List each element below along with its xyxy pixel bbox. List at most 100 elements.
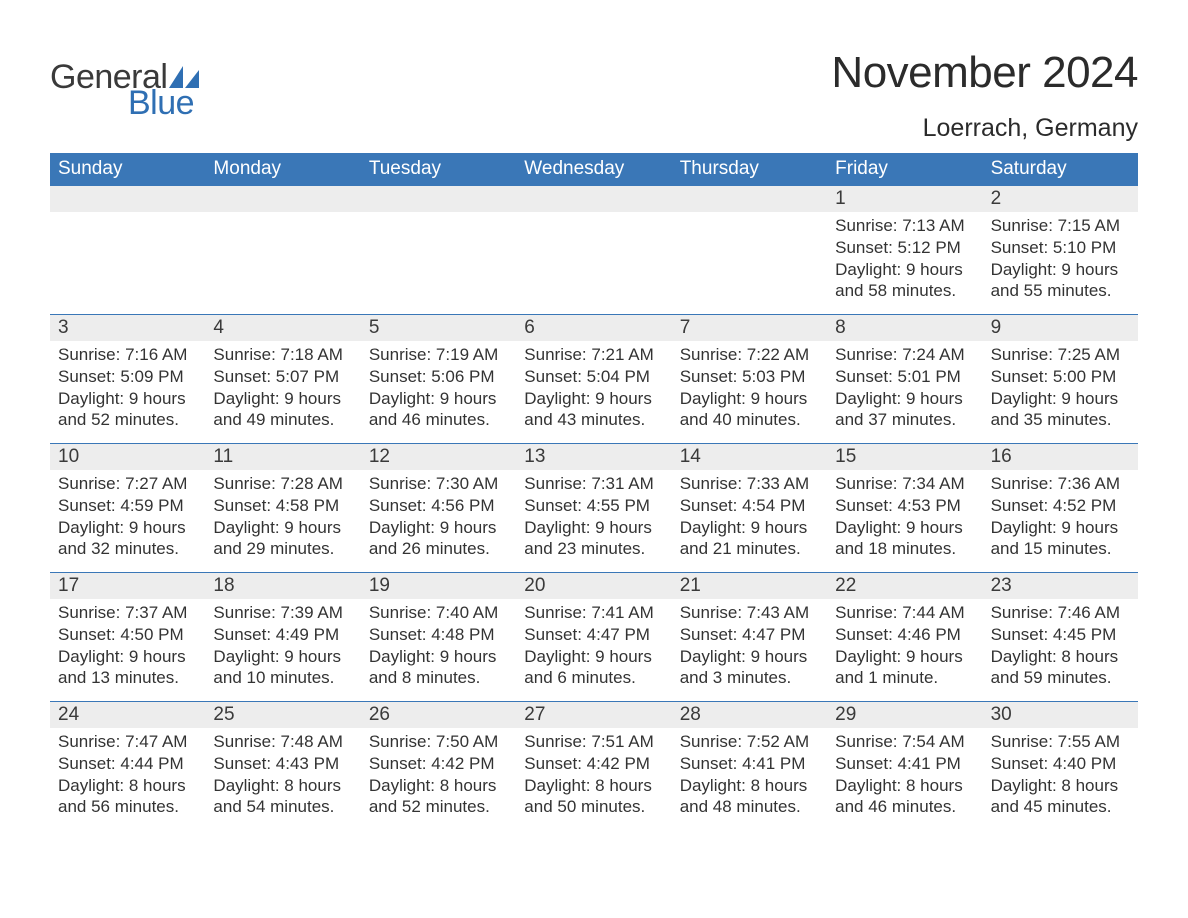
daylight-text: Daylight: 9 hours and 15 minutes.: [991, 517, 1130, 561]
sunset-text: Sunset: 4:41 PM: [835, 753, 974, 775]
sunrise-text: Sunrise: 7:47 AM: [58, 731, 197, 753]
day-of-week-header: Sunday Monday Tuesday Wednesday Thursday…: [50, 153, 1138, 186]
day-details: Sunrise: 7:34 AMSunset: 4:53 PMDaylight:…: [835, 473, 974, 560]
calendar-day: 15Sunrise: 7:34 AMSunset: 4:53 PMDayligh…: [827, 444, 982, 572]
sunset-text: Sunset: 4:43 PM: [213, 753, 352, 775]
daylight-text: Daylight: 9 hours and 6 minutes.: [524, 646, 663, 690]
day-number: 14: [672, 444, 827, 470]
day-number: 26: [361, 702, 516, 728]
sunset-text: Sunset: 4:56 PM: [369, 495, 508, 517]
calendar-week: 24Sunrise: 7:47 AMSunset: 4:44 PMDayligh…: [50, 701, 1138, 830]
day-number: [516, 186, 671, 212]
calendar-day: 6 Sunrise: 7:21 AMSunset: 5:04 PMDaylight…: [516, 315, 671, 443]
daylight-text: Daylight: 8 hours and 59 minutes.: [991, 646, 1130, 690]
day-number: [672, 186, 827, 212]
daylight-text: Daylight: 8 hours and 48 minutes.: [680, 775, 819, 819]
day-details: Sunrise: 7:24 AMSunset: 5:01 PMDaylight:…: [835, 344, 974, 431]
calendar-day: [516, 186, 671, 314]
day-details: Sunrise: 7:31 AMSunset: 4:55 PMDaylight:…: [524, 473, 663, 560]
calendar-day: 25 Sunrise: 7:48 AMSunset: 4:43 PMDayligh…: [205, 702, 360, 830]
day-number: 30: [983, 702, 1138, 728]
day-details: Sunrise: 7:41 AMSunset: 4:47 PMDaylight:…: [524, 602, 663, 689]
day-number: 29: [827, 702, 982, 728]
day-details: Sunrise: 7:52 AMSunset: 4:41 PMDaylight:…: [680, 731, 819, 818]
calendar-day: 23Sunrise: 7:46 AMSunset: 4:45 PMDayligh…: [983, 573, 1138, 701]
sunset-text: Sunset: 4:46 PM: [835, 624, 974, 646]
calendar-day: 11 Sunrise: 7:28 AMSunset: 4:58 PMDayligh…: [205, 444, 360, 572]
calendar-day: [50, 186, 205, 314]
day-number: 1: [827, 186, 982, 212]
calendar-day: 20Sunrise: 7:41 AMSunset: 4:47 PMDayligh…: [516, 573, 671, 701]
sunset-text: Sunset: 4:42 PM: [369, 753, 508, 775]
day-number: 11: [205, 444, 360, 470]
day-number: 21: [672, 573, 827, 599]
sunrise-text: Sunrise: 7:27 AM: [58, 473, 197, 495]
sunset-text: Sunset: 4:50 PM: [58, 624, 197, 646]
sunset-text: Sunset: 4:40 PM: [991, 753, 1130, 775]
sunrise-text: Sunrise: 7:48 AM: [213, 731, 352, 753]
day-details: Sunrise: 7:28 AMSunset: 4:58 PMDaylight:…: [213, 473, 352, 560]
daylight-text: Daylight: 8 hours and 56 minutes.: [58, 775, 197, 819]
day-number: 16: [983, 444, 1138, 470]
sunset-text: Sunset: 4:41 PM: [680, 753, 819, 775]
calendar-week: 10Sunrise: 7:27 AMSunset: 4:59 PMDayligh…: [50, 443, 1138, 572]
day-details: Sunrise: 7:37 AMSunset: 4:50 PMDaylight:…: [58, 602, 197, 689]
day-details: Sunrise: 7:30 AMSunset: 4:56 PMDaylight:…: [369, 473, 508, 560]
calendar-day: 22 Sunrise: 7:44 AMSunset: 4:46 PMDayligh…: [827, 573, 982, 701]
calendar-day: [361, 186, 516, 314]
calendar-day: 4Sunrise: 7:18 AMSunset: 5:07 PMDaylight…: [205, 315, 360, 443]
daylight-text: Daylight: 9 hours and 49 minutes.: [213, 388, 352, 432]
day-details: Sunrise: 7:25 AMSunset: 5:00 PMDaylight:…: [991, 344, 1130, 431]
calendar-day: [205, 186, 360, 314]
day-number: 5: [361, 315, 516, 341]
day-details: Sunrise: 7:18 AMSunset: 5:07 PMDaylight:…: [213, 344, 352, 431]
sunrise-text: Sunrise: 7:44 AM: [835, 602, 974, 624]
dow-thursday: Thursday: [672, 153, 827, 186]
sunrise-text: Sunrise: 7:22 AM: [680, 344, 819, 366]
sunset-text: Sunset: 4:52 PM: [991, 495, 1130, 517]
day-number: 6: [516, 315, 671, 341]
day-details: Sunrise: 7:48 AMSunset: 4:43 PMDaylight:…: [213, 731, 352, 818]
sunset-text: Sunset: 5:04 PM: [524, 366, 663, 388]
calendar-day: 24Sunrise: 7:47 AMSunset: 4:44 PMDayligh…: [50, 702, 205, 830]
day-number: [205, 186, 360, 212]
dow-tuesday: Tuesday: [361, 153, 516, 186]
calendar-day: 14Sunrise: 7:33 AMSunset: 4:54 PMDayligh…: [672, 444, 827, 572]
day-number: 8: [827, 315, 982, 341]
daylight-text: Daylight: 9 hours and 8 minutes.: [369, 646, 508, 690]
daylight-text: Daylight: 9 hours and 32 minutes.: [58, 517, 197, 561]
daylight-text: Daylight: 9 hours and 52 minutes.: [58, 388, 197, 432]
day-number: 19: [361, 573, 516, 599]
day-number: 22: [827, 573, 982, 599]
sunset-text: Sunset: 4:42 PM: [524, 753, 663, 775]
day-details: Sunrise: 7:39 AMSunset: 4:49 PMDaylight:…: [213, 602, 352, 689]
sunrise-text: Sunrise: 7:51 AM: [524, 731, 663, 753]
calendar-day: 28Sunrise: 7:52 AMSunset: 4:41 PMDayligh…: [672, 702, 827, 830]
daylight-text: Daylight: 9 hours and 35 minutes.: [991, 388, 1130, 432]
sunset-text: Sunset: 4:47 PM: [680, 624, 819, 646]
day-number: 10: [50, 444, 205, 470]
title-block: November 2024 Loerrach, Germany: [831, 48, 1138, 143]
daylight-text: Daylight: 9 hours and 3 minutes.: [680, 646, 819, 690]
daylight-text: Daylight: 9 hours and 10 minutes.: [213, 646, 352, 690]
calendar-day: 16 Sunrise: 7:36 AMSunset: 4:52 PMDayligh…: [983, 444, 1138, 572]
daylight-text: Daylight: 9 hours and 29 minutes.: [213, 517, 352, 561]
day-number: 2: [983, 186, 1138, 212]
day-number: 24: [50, 702, 205, 728]
day-number: 18: [205, 573, 360, 599]
calendar: Sunday Monday Tuesday Wednesday Thursday…: [50, 153, 1138, 830]
sunrise-text: Sunrise: 7:39 AM: [213, 602, 352, 624]
day-details: Sunrise: 7:36 AMSunset: 4:52 PMDaylight:…: [991, 473, 1130, 560]
daylight-text: Daylight: 9 hours and 26 minutes.: [369, 517, 508, 561]
sunrise-text: Sunrise: 7:19 AM: [369, 344, 508, 366]
sunset-text: Sunset: 5:06 PM: [369, 366, 508, 388]
day-number: 25: [205, 702, 360, 728]
dow-wednesday: Wednesday: [516, 153, 671, 186]
day-details: Sunrise: 7:50 AMSunset: 4:42 PMDaylight:…: [369, 731, 508, 818]
sunrise-text: Sunrise: 7:28 AM: [213, 473, 352, 495]
page-header: General Blue November 2024 Loerrach, Ger…: [50, 48, 1138, 143]
day-details: Sunrise: 7:44 AMSunset: 4:46 PMDaylight:…: [835, 602, 974, 689]
sunrise-text: Sunrise: 7:52 AM: [680, 731, 819, 753]
day-details: Sunrise: 7:21 AMSunset: 5:04 PMDaylight:…: [524, 344, 663, 431]
location-subtitle: Loerrach, Germany: [831, 114, 1138, 143]
